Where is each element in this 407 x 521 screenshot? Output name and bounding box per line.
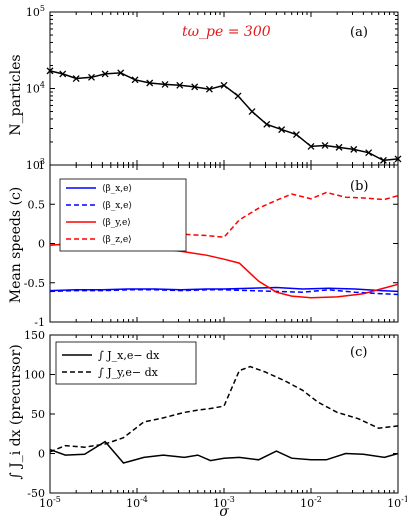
data-point: [350, 145, 358, 153]
legend-label: ⟨β_x,e⟩: [102, 184, 132, 194]
y-tick-label: 1: [38, 159, 45, 172]
data-point: [117, 69, 125, 77]
legend-label: ∫ J_y,e− dx: [98, 366, 159, 379]
legend-box: [55, 341, 197, 385]
legend-box: [59, 178, 187, 252]
data-point: [278, 126, 286, 134]
series-line-1: [49, 286, 399, 293]
x-tick-label: 10-3: [213, 495, 235, 510]
x-tick-label: 10-4: [126, 495, 148, 510]
series-line-1: [49, 440, 399, 464]
legend-label: ∫ J_x,e− dx: [98, 349, 160, 362]
legend-label: ⟨β_z,e⟩: [102, 235, 132, 245]
panel-b-plot: -1 -0.5 0 0.5 1: [24, 159, 399, 329]
data-point: [176, 81, 184, 89]
x-tick-label: 10-2: [300, 495, 322, 510]
x-tick-label: 10-1: [387, 495, 407, 510]
panel-b-tag: (b): [350, 179, 368, 194]
panel-a-annotation: tω_pe = 300: [182, 24, 271, 40]
panel-b: (b) Mean speeds (c) -1-0.500.51 ⟨β_x,e⟩⟨…: [8, 159, 399, 329]
y-tick-label: 100: [24, 369, 45, 382]
y-tick-label: 0: [38, 238, 45, 251]
data-point: [263, 120, 271, 128]
data-point: [101, 70, 109, 78]
data-point: [131, 76, 139, 84]
data-point: [46, 67, 54, 75]
data-point: [88, 73, 95, 81]
panel-c-ylabel: ∫ J_i dx (precursor): [8, 344, 24, 479]
data-point: [191, 83, 199, 91]
y-tick-label: 150: [24, 329, 45, 342]
data-point: [248, 108, 256, 115]
data-point: [161, 80, 169, 88]
panel-a-plot: 103 104 105: [26, 4, 402, 172]
panel-a-tag: (a): [350, 25, 368, 40]
data-point: [234, 92, 242, 100]
panel-c-plot: -50 0 50 100 150 10-5 10-4 10-3 10-2 10-1: [24, 329, 407, 510]
data-point: [59, 70, 67, 78]
y-tick-label: 104: [26, 81, 45, 96]
data-point: [292, 131, 300, 139]
legend-label: ⟨β_y,e⟩: [102, 218, 131, 228]
panel-c: (c) ∫ J_i dx (precursor) σ -50 0 50 100 150 1…: [8, 329, 407, 520]
legend-label: ⟨β_x,e⟩: [102, 201, 132, 211]
panel-b-legend: ⟨β_x,e⟩ ⟨β_x,e⟩ ⟨β_y,e⟩ ⟨β_z,e⟩: [59, 178, 187, 252]
panel-c-legend: ∫ J_x,e− dx ∫ J_y,e− dx: [55, 341, 197, 385]
data-point: [205, 85, 213, 93]
data-point: [146, 79, 154, 87]
panel-a-ylabel: N_particles: [8, 54, 24, 135]
panel-a: tω_pe = 300 (a) N_particles 103 104 105: [8, 4, 402, 172]
data-point: [72, 75, 80, 82]
data-point: [394, 155, 402, 163]
y-tick-label: 0: [38, 448, 45, 461]
y-tick-label: 105: [26, 4, 45, 19]
data-point: [321, 142, 329, 149]
x-axis-label: σ: [219, 504, 229, 520]
data-point: [335, 143, 343, 151]
y-tick-label: 103: [26, 157, 45, 172]
y-tick-label: 50: [31, 408, 45, 421]
panel-b-ylabel: Mean speeds (c): [8, 187, 24, 304]
panel-c-tag: (c): [350, 345, 367, 360]
x-tick-label: 10-5: [39, 495, 61, 510]
data-point: [307, 142, 315, 150]
y-tick-label: -0.5: [24, 277, 45, 290]
y-tick-label: -50: [27, 487, 45, 500]
data-point: [379, 156, 387, 164]
data-point: [365, 149, 373, 157]
data-point: [220, 81, 228, 89]
series-line-1: [49, 70, 399, 162]
y-tick-label: -1: [34, 316, 45, 329]
y-tick-label: 0.5: [28, 198, 46, 211]
series-line-2: [49, 289, 399, 296]
